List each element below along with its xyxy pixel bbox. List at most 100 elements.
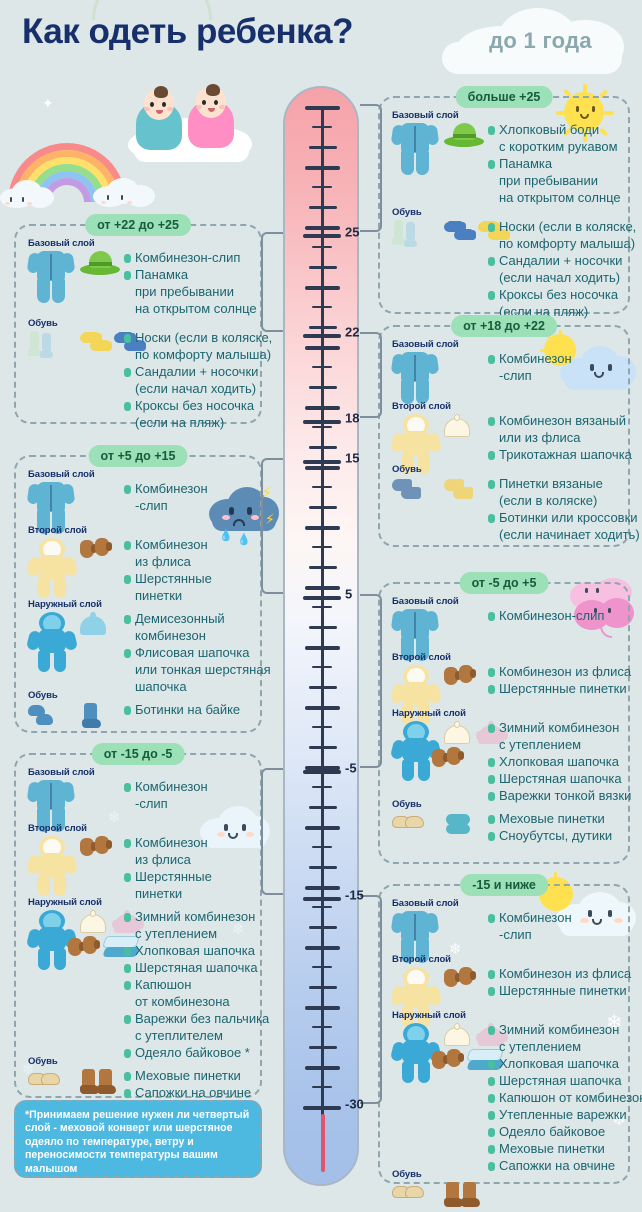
list-item: комбинезон [135,628,206,643]
item-list: Зимний комбинезон с утеплением Хлопковая ш… [124,908,269,1061]
range-bracket [261,232,283,332]
thermometer-tick [305,526,340,530]
list-item: Хлопковая шапочка [124,942,255,959]
list-item: (если начал ходить) [499,270,621,285]
list-item: Хлопковая шапочка [488,1055,622,1072]
thermometer-tick [312,126,332,128]
list-item: при пребывании [135,284,234,299]
thermometer-tick-label: 25 [345,224,360,240]
thermometer-tick [305,586,340,590]
panel-badge-from-minus5-to-plus5: от -5 до +5 [459,572,549,594]
thermometer-tick [305,1066,340,1070]
thermometer-tick [305,826,340,830]
thermometer-tick [309,986,337,989]
thermometer-tick [305,226,340,230]
list-item: Панамка [124,266,254,283]
list-item: пинетки [135,588,183,603]
list-item: Комбинезон [124,536,254,553]
item-list: Хлопковый боди с коротким рукавом Панамка п… [488,121,622,206]
thermometer-tick-label: 15 [345,450,360,466]
thermometer-major-tick [303,596,341,600]
layer-label: Обувь [392,464,422,475]
list-item: с утеплителем [135,1028,223,1043]
list-item: при пребывании [499,173,598,188]
list-item: -слип [135,796,168,811]
layer-label: Наружный слой [28,897,102,908]
list-item: Утепленные варежки [488,1106,627,1123]
item-list: Ботинки на байке [124,701,254,718]
rainbow-icon [8,140,126,202]
panel-from-18-to-22: от +18 до +22 Базовый слой Комбинезон -слип… [378,315,640,547]
thermometer-tick-label: -15 [345,887,364,903]
thermometer-tick [312,606,332,608]
list-item: (если в коляске) [499,493,598,508]
thermometer-tick [309,326,337,329]
range-bracket [360,895,382,1104]
list-item: Демисезонный [124,610,254,627]
thermometer-tick [309,926,337,929]
list-item: Сандалии + носочки [488,252,622,269]
thermometer-tick [312,1026,332,1028]
layer-label: Обувь [392,1169,422,1180]
thermometer-tick-label: -30 [345,1096,364,1112]
layer-label: Обувь [28,1056,58,1067]
item-list: Комбинезон-слип [124,480,254,514]
item-list: Комбинезон из флиса Шерстянные пинетки [488,965,631,999]
thermometer-tick [309,1046,337,1049]
list-item: или тонкая шерстяная [135,662,271,677]
list-item: Шерстяная шапочка [488,770,622,787]
thermometer-tick [305,706,340,710]
thermometer-scale [283,86,359,1186]
list-item: по комфорту малыша) [135,347,272,362]
list-item: Зимний комбинезон [488,719,622,736]
list-item: пинетки [135,886,183,901]
layer-label: Базовый слой [392,339,459,350]
list-item: Комбинезон-слип [488,607,622,624]
thermometer-tick-label: 18 [345,410,360,426]
thermometer-tick [312,846,332,848]
range-bracket [360,104,382,232]
list-item: Сноубутсы, дутики [488,827,622,844]
thermometer-tick [312,486,332,488]
list-item: Флисовая шапочка [124,644,254,661]
list-item: Шерстянные [124,570,254,587]
thermometer-tick [312,246,332,248]
list-item: на открытом солнце [135,301,257,316]
panel-minus15-and-below: -15 и ниже Базовый слой Комбинезон -слип Вто… [378,874,642,1207]
thermometer-tick [305,286,340,290]
thermometer-tick [305,166,340,170]
thermometer-tick [309,686,337,689]
list-item: Ботинки на байке [124,701,254,718]
thermometer-tick [312,666,332,668]
list-item: Сапожки на овчине [488,1157,622,1174]
thermometer-major-tick [303,897,341,901]
thermometer-tick [305,946,340,950]
list-item: Шерстянные [124,868,254,885]
item-list: Пинетки вязаные (если в коляске) Ботинки и… [488,475,640,543]
thermometer-tick [309,746,337,749]
item-list: Меховые пинетки Сапожки на овчине [124,1067,254,1101]
panel-badge-from-5-to-15: от +5 до +15 [88,445,188,467]
list-item: Сапожки на овчине [124,1084,254,1101]
list-item: Зимний комбинезон [488,1021,622,1038]
layer-label: Обувь [28,690,58,701]
thermometer-tick [305,766,340,770]
list-item: Хлопковая шапочка [488,753,622,770]
thermometer-tick [305,466,340,470]
range-bracket [360,332,382,418]
thermometer-tick [309,146,337,149]
layer-label: Обувь [28,318,58,329]
panel-from-minus5-to-plus5: от -5 до +5 Базовый слой Комбинезон-слип Вт… [378,572,631,864]
list-item: от комбинезона [135,994,230,1009]
rainbow-cloud-left-icon [0,178,56,208]
thermometer-tick [309,866,337,869]
thermometer-tick [305,106,340,110]
list-item: Пинетки вязаные [488,475,622,492]
list-item: Комбинезон из флиса [488,663,631,680]
thermometer-major-tick [303,1106,341,1110]
item-list: Комбинезон вязаный или из флиса Трикотажна… [488,412,632,463]
layer-label: Базовый слой [28,767,95,778]
thermometer-tick [305,1006,340,1010]
thermometer-tick [312,546,332,548]
list-item: Комбинезон [488,909,622,926]
